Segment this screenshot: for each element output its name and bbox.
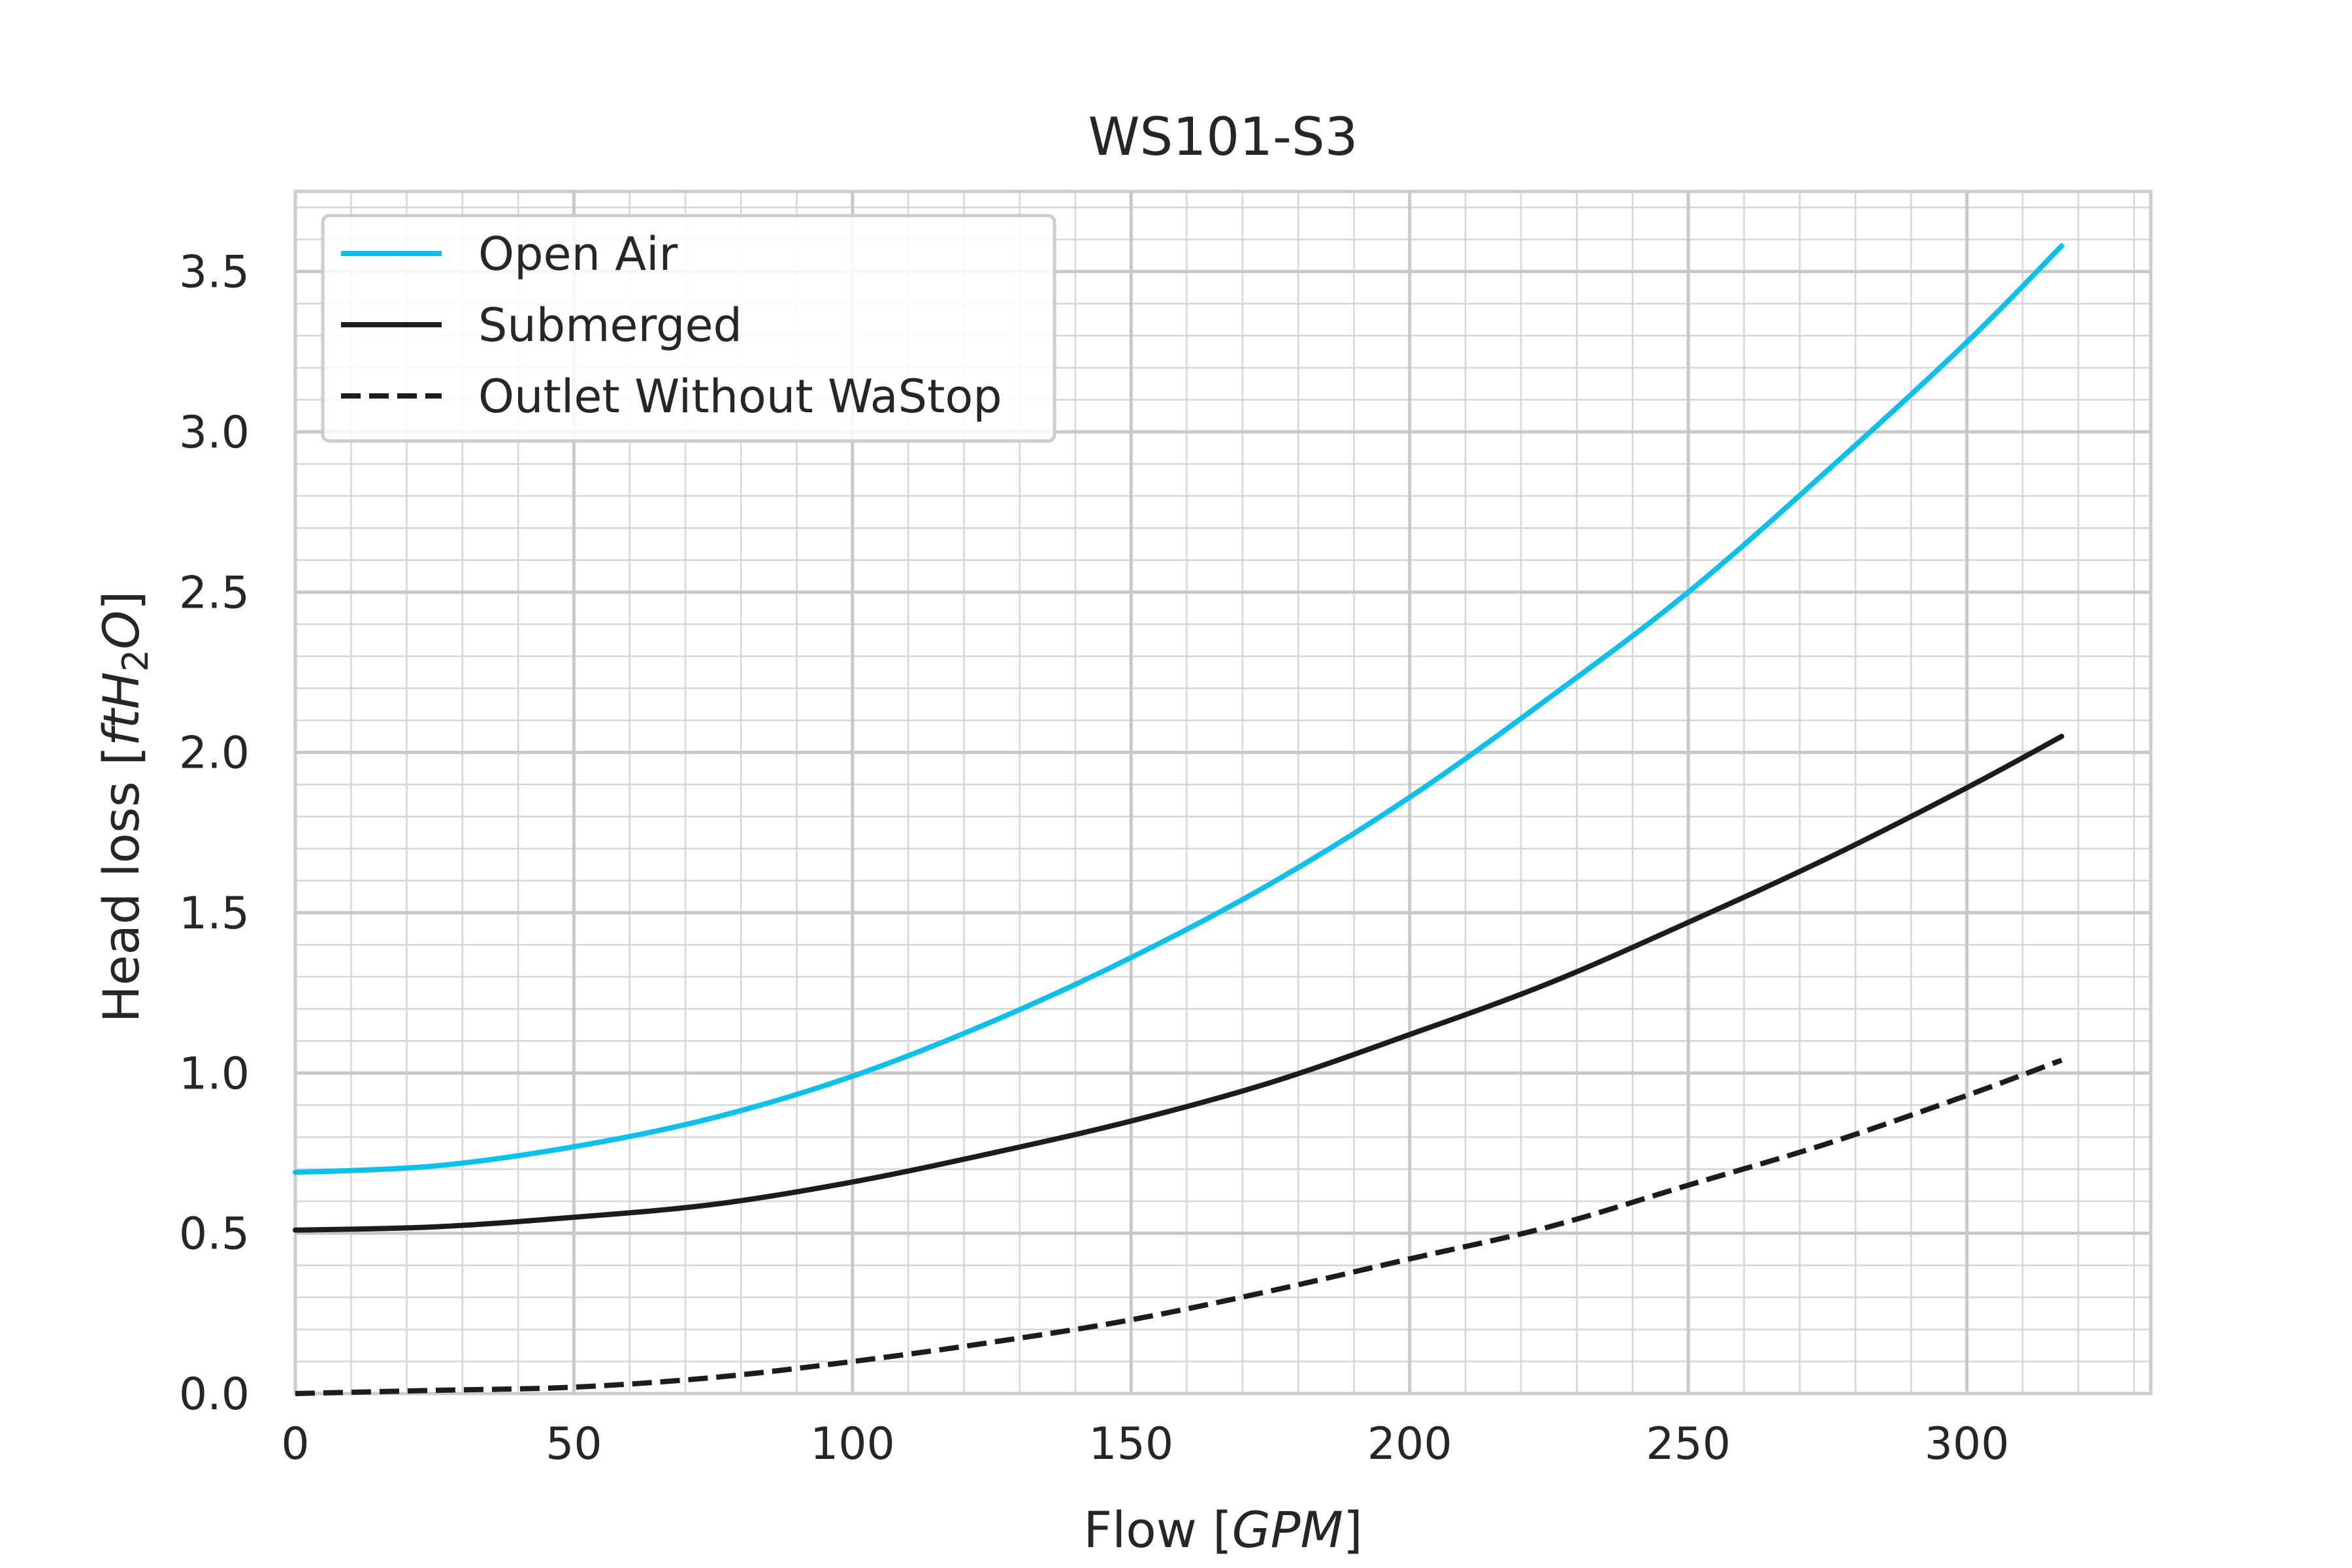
- series-line-submerged: [293, 734, 2065, 1233]
- y-tick-label: 0.5: [179, 1209, 250, 1260]
- series-line-outlet-without-wastop: [295, 1057, 2063, 1396]
- plot-frame: [293, 189, 2153, 1396]
- x-axis-ticks: 0 50 100 150 200 250 300: [281, 1418, 2009, 1470]
- y-tick-label: 3.5: [179, 247, 250, 299]
- x-axis-label-text: Flow [: [1083, 1501, 1232, 1559]
- series-lines: [293, 243, 2065, 1396]
- legend: Open Air Submerged Outlet Without WaStop: [321, 214, 1056, 443]
- x-axis-label-end: ]: [1343, 1501, 1363, 1559]
- x-axis-label: Flow [GPM]: [1083, 1501, 1362, 1559]
- y-axis-label-unit-post: O: [92, 610, 150, 649]
- y-axis-label-end: ]: [92, 591, 150, 610]
- legend-box: [321, 214, 1056, 443]
- y-axis-label: Head loss [ftH2O]: [92, 591, 156, 1022]
- y-tick-label: 3.0: [179, 407, 250, 459]
- y-axis-ticks: 0.0 0.5 1.0 1.5 2.0 2.5 3.0 3.5: [179, 247, 250, 1420]
- legend-label-outlet-without-wastop: Outlet Without WaStop: [478, 370, 1002, 423]
- y-tick-label: 0.0: [179, 1369, 250, 1420]
- y-tick-label: 2.5: [179, 567, 250, 619]
- x-axis-label-unit: GPM: [1232, 1501, 1343, 1559]
- x-tick-label: 50: [546, 1418, 602, 1470]
- chart-title: WS101-S3: [1088, 106, 1358, 167]
- x-tick-label: 150: [1088, 1418, 1173, 1470]
- legend-label-submerged: Submerged: [478, 299, 742, 352]
- y-tick-label: 2.0: [179, 728, 250, 779]
- x-tick-label: 300: [1925, 1418, 2010, 1470]
- y-tick-label: 1.0: [179, 1048, 250, 1100]
- y-axis-label-unit-pre: ftH: [92, 672, 150, 746]
- x-tick-label: 100: [810, 1418, 895, 1470]
- y-axis-label-unit-sub: 2: [115, 649, 156, 672]
- legend-label-open-air: Open Air: [478, 227, 678, 281]
- series-line-open-air: [293, 243, 2065, 1175]
- x-tick-label: 0: [281, 1418, 309, 1470]
- x-tick-label: 200: [1367, 1418, 1452, 1470]
- y-tick-label: 1.5: [179, 888, 250, 939]
- x-tick-label: 250: [1646, 1418, 1731, 1470]
- y-axis-label-text: Head loss [: [92, 746, 150, 1023]
